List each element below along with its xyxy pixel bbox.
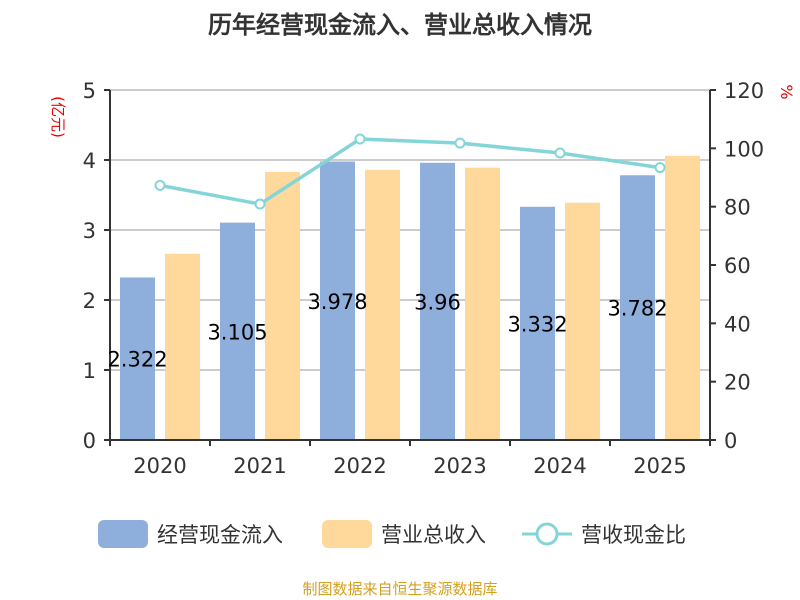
point-ratio	[654, 162, 666, 174]
right-axis-label: %	[777, 84, 796, 99]
legend: 经营现金流入 营业总收入 营收现金比	[98, 520, 686, 548]
data-label-cash-inflow: 2.322	[107, 348, 167, 372]
bar-cash-inflow	[520, 206, 555, 440]
x-tick-label: 2024	[533, 454, 586, 478]
source-note: 制图数据来自恒生聚源数据库	[302, 580, 497, 598]
right-tick-label: 100	[724, 137, 764, 161]
data-label-cash-inflow: 3.978	[307, 290, 367, 314]
bar-cash-inflow	[420, 162, 455, 441]
left-tick-label: 0	[83, 429, 96, 453]
chart-title: 历年经营现金流入、营业总收入情况	[208, 11, 592, 39]
right-tick-label: 20	[724, 371, 751, 395]
bar-cash-inflow	[220, 222, 255, 440]
point-ratio	[154, 179, 166, 191]
legend-marker-ratio	[535, 522, 559, 546]
legend-swatch-revenue	[322, 520, 372, 548]
left-axis-label: (亿元)	[49, 96, 67, 138]
x-tick-label: 2023	[433, 454, 486, 478]
data-label-cash-inflow: 3.96	[414, 290, 461, 314]
point-ratio	[554, 147, 566, 159]
left-tick-label: 4	[83, 149, 96, 173]
x-tick-label: 2022	[333, 454, 386, 478]
legend-label-revenue: 营业总收入	[381, 523, 486, 547]
point-ratio	[454, 137, 466, 149]
bar-revenue	[165, 253, 200, 440]
line-ratio	[159, 137, 661, 206]
bar-cash-inflow	[320, 161, 355, 441]
left-tick-label: 3	[83, 219, 96, 243]
data-label-cash-inflow: 3.332	[507, 312, 567, 336]
data-label-cash-inflow: 3.105	[207, 320, 267, 344]
right-tick-label: 60	[724, 254, 751, 278]
x-tick-label: 2020	[133, 454, 186, 478]
legend-label-ratio: 营收现金比	[581, 523, 686, 547]
right-tick-label: 80	[724, 196, 751, 220]
bar-revenue	[465, 167, 500, 440]
right-tick-label: 40	[724, 312, 751, 336]
legend-item-ratio[interactable]: 营收现金比	[522, 522, 686, 547]
point-ratio	[254, 198, 266, 210]
bar-revenue	[565, 202, 600, 440]
legend-item-cash-inflow[interactable]: 经营现金流入	[98, 520, 283, 548]
right-tick-label: 0	[724, 429, 737, 453]
legend-swatch-cash-inflow	[98, 520, 148, 548]
legend-item-revenue[interactable]: 营业总收入	[322, 520, 486, 548]
left-tick-label: 1	[83, 359, 96, 383]
bar-cash-inflow	[620, 175, 655, 440]
x-tick-label: 2021	[233, 454, 286, 478]
legend-label-cash-inflow: 经营现金流入	[157, 523, 283, 547]
x-tick-label: 2025	[633, 454, 686, 478]
bar-revenue	[265, 171, 300, 440]
left-tick-label: 2	[83, 289, 96, 313]
bar-cash-inflow	[120, 277, 155, 440]
data-label-cash-inflow: 3.782	[607, 297, 667, 321]
bar-revenue	[665, 155, 700, 441]
right-tick-label: 120	[724, 79, 764, 103]
left-tick-label: 5	[83, 79, 96, 103]
point-ratio	[354, 133, 366, 145]
bar-revenue	[365, 169, 400, 441]
